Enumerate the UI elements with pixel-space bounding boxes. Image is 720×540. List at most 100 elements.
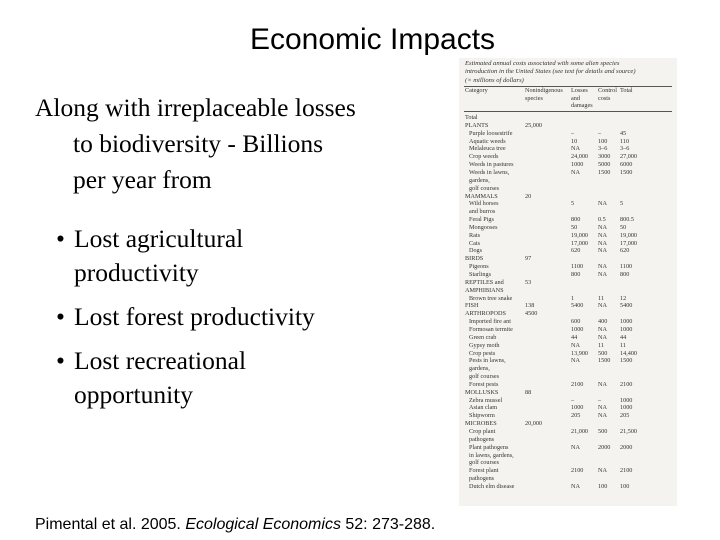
table-row: Starlings 800 NA 800 — [459, 271, 677, 279]
row-category: Feral Pigs — [469, 216, 494, 224]
table-row: AMPHIBIANS — [459, 287, 677, 295]
row-losses: – — [571, 129, 575, 137]
row-control: NA — [598, 302, 607, 310]
row-category: Weeds in lawns, — [469, 168, 510, 176]
row-nonindigenous: 97 — [525, 255, 532, 263]
header-category: Category — [465, 87, 488, 94]
table-row: FISH 138 5400 NA 5400 — [459, 302, 677, 310]
row-control: NA — [598, 200, 607, 208]
table-row: golf courses — [459, 373, 677, 381]
table-row: Crop plant 21,000 500 21,500 — [459, 428, 677, 436]
row-total: 100 — [620, 482, 630, 490]
bullet-item: • Lost agricultural productivity — [56, 222, 446, 290]
row-total: 5400 — [620, 302, 633, 310]
row-total: 11 — [620, 341, 626, 349]
row-category: Formosan termite — [469, 325, 513, 333]
caption-line: introduction in the United States (see t… — [465, 68, 636, 76]
bullet-icon: • — [56, 346, 65, 375]
row-losses: 1000 — [571, 161, 584, 169]
row-total: 1000 — [620, 325, 633, 333]
table-row: pathogens — [459, 436, 677, 444]
table-row: Green crab 44 NA 44 — [459, 334, 677, 342]
table-row: Gypsy moth NA 11 11 — [459, 342, 677, 350]
row-total: 1500 — [620, 168, 633, 176]
row-control: NA — [598, 412, 607, 420]
row-category: gardens, — [469, 176, 490, 184]
table-row: Plant pathogens NA 2000 2000 — [459, 444, 677, 452]
table-row: Total — [459, 114, 677, 122]
row-total: 14,400 — [620, 349, 638, 357]
row-control: NA — [598, 325, 607, 333]
intro-text: Along with irreplaceable losses to biodi… — [35, 90, 435, 198]
row-category: Starlings — [469, 271, 492, 278]
row-category: Crop plant — [469, 428, 496, 435]
bullet-icon: • — [56, 302, 65, 331]
header-line: and — [571, 94, 580, 102]
header-nonindigenous: Nonindigenous species — [525, 87, 563, 102]
table-row: Feral Pigs 800 0.5 800.5 — [459, 216, 677, 224]
row-control: – — [598, 396, 602, 404]
bullet-line: productivity — [74, 258, 199, 287]
row-total: 6000 — [620, 161, 633, 169]
table-row: Crop pests 13,900 500 14,400 — [459, 350, 677, 358]
row-control: 400 — [598, 318, 608, 326]
row-control: 1500 — [598, 357, 611, 365]
row-category: Green crab — [469, 333, 497, 341]
bullet-item: • Lost recreational opportunity — [56, 344, 446, 412]
row-category: FISH — [465, 302, 479, 310]
row-losses: 44 — [571, 333, 578, 341]
row-category: Total — [465, 114, 478, 121]
table-row: Asian clam 1000 NA 1000 — [459, 404, 677, 412]
row-control: NA — [598, 404, 607, 412]
table-row: and burros — [459, 208, 677, 216]
row-category: Zebra mussel — [469, 396, 503, 404]
row-total: 1000 — [620, 404, 633, 412]
row-category: golf courses — [469, 373, 500, 381]
row-total: 205 — [620, 412, 630, 420]
row-control: 100 — [598, 482, 608, 490]
row-category: gardens, — [469, 365, 490, 373]
row-losses: 205 — [571, 412, 581, 420]
table-row: Weeds in pastures 1000 5000 6000 — [459, 161, 677, 169]
row-losses: 24,000 — [571, 153, 589, 161]
row-control: 3000 — [598, 153, 611, 161]
bullet-item: • Lost forest productivity — [56, 300, 446, 334]
row-category: REPTILES and — [465, 278, 504, 286]
table-row: MOLLUSKS 88 — [459, 389, 677, 397]
row-total: 44 — [620, 333, 627, 341]
row-control: NA — [598, 467, 607, 475]
row-category: Forest plant — [469, 467, 499, 475]
row-losses: 600 — [571, 318, 581, 326]
table-row: Shipworm 205 NA 205 — [459, 412, 677, 420]
bullet-line: Lost recreational — [74, 346, 247, 375]
row-category: Rats — [469, 231, 481, 239]
table-row: MAMMALS 20 — [459, 193, 677, 201]
table-row: golf courses — [459, 459, 677, 467]
row-nonindigenous: 20 — [525, 192, 532, 200]
table-row: Wild horses 5 NA 5 — [459, 200, 677, 208]
row-total: 21,500 — [620, 428, 638, 435]
citation-rest: 52: 273-288. — [340, 516, 436, 533]
row-losses: – — [571, 396, 575, 404]
row-total: 45 — [620, 129, 627, 137]
row-losses: 19,000 — [571, 231, 589, 239]
row-control: 500 — [598, 349, 608, 357]
row-category: Gypsy moth — [469, 341, 500, 349]
caption-line: Estimated annual costs associated with s… — [465, 60, 620, 67]
citation-journal: Ecological Economics — [185, 516, 341, 533]
row-control: NA — [598, 239, 607, 247]
row-category: golf courses — [469, 459, 500, 467]
row-category: Shipworm — [469, 412, 495, 420]
row-control: NA — [598, 271, 607, 278]
row-losses: NA — [571, 482, 580, 490]
bullet-line: Lost forest productivity — [74, 302, 315, 331]
table-row: Weeds in lawns, NA 1500 1500 — [459, 169, 677, 177]
bullet-icon: • — [56, 224, 65, 253]
row-category: Forest pests — [469, 380, 499, 388]
row-category: PLANTS — [465, 121, 489, 129]
intro-line: to biodiversity - Billions — [73, 129, 324, 158]
header-line: Losses — [571, 87, 588, 94]
table-row: Mongooses 50 NA 50 — [459, 224, 677, 232]
row-total: 50 — [620, 223, 627, 231]
row-category: Aquatic weeds — [469, 137, 506, 145]
